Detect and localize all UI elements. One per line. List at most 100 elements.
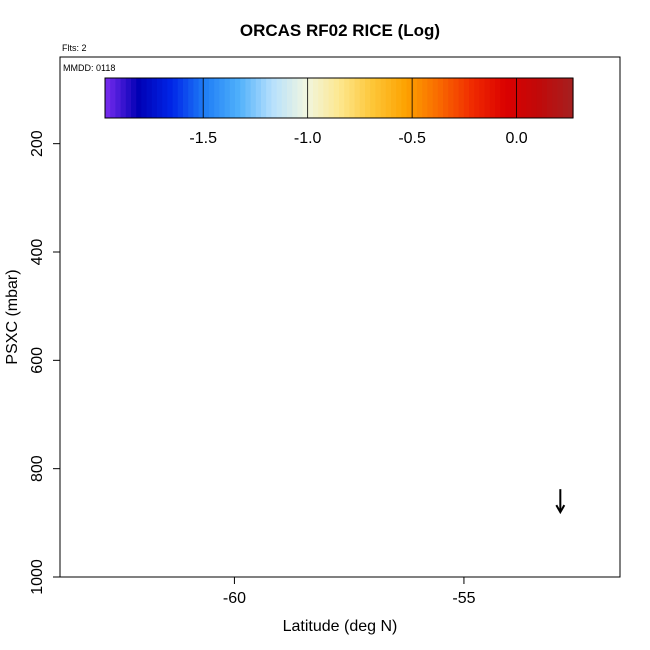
observation-point [230, 275, 239, 284]
observation-point [276, 437, 285, 446]
observation-point [207, 437, 216, 446]
colorbar-strip [401, 78, 408, 118]
arrow-head [555, 504, 566, 515]
observation-point [413, 128, 423, 137]
observation-point [124, 475, 133, 484]
colorbar-strip [136, 78, 142, 118]
colorbar-strip [203, 78, 210, 118]
colorbar-strip [151, 78, 158, 118]
colorbar-strip [526, 78, 532, 118]
observation-point [101, 145, 110, 154]
observation-point [101, 491, 110, 500]
y-tick-label: 600 [29, 347, 46, 374]
arrow-marker [555, 489, 566, 515]
observation-point [528, 315, 537, 324]
observation-point [92, 329, 101, 338]
colorbar-strip [541, 78, 548, 118]
colorbar-strip [443, 78, 449, 118]
observation-point [404, 491, 413, 500]
observation-point [193, 158, 202, 167]
colorbar-strip [146, 78, 153, 118]
colorbar-strip [250, 78, 257, 118]
colorbar-strip [515, 78, 522, 118]
colorbar-strip [354, 78, 361, 118]
colorbar-strip [531, 78, 538, 118]
observation-point [253, 253, 262, 262]
observation-point [299, 166, 308, 175]
colorbar-strip [323, 78, 330, 118]
observation-point [505, 304, 514, 313]
colorbar-strip [120, 78, 127, 118]
observation-point [391, 128, 400, 137]
colorbar-strip [287, 78, 293, 118]
observation-point [101, 296, 110, 305]
y-tick-label: 1000 [29, 559, 46, 595]
observation-point [413, 453, 423, 462]
colorbar-strip [198, 78, 205, 118]
colorbar-strip [495, 78, 501, 118]
observation-point [413, 434, 423, 443]
colorbar-strip [448, 78, 454, 118]
observation-point [565, 486, 574, 495]
observation-point [216, 491, 225, 500]
observation-point [368, 128, 377, 137]
colorbar-tick-label: -1.0 [294, 130, 322, 147]
colorbar-strip [141, 78, 148, 118]
observation-point [368, 299, 377, 308]
observation-point [138, 437, 147, 446]
colorbar-strip [437, 78, 444, 118]
colorbar-strip [432, 78, 439, 118]
colorbar-strip [167, 78, 174, 118]
observation-point [124, 285, 133, 294]
colorbar-strip [105, 78, 111, 118]
observation-point [597, 280, 606, 289]
colorbar-strip [224, 78, 231, 118]
colorbar-strip [266, 78, 272, 118]
observation-point [482, 437, 491, 446]
observation-point [239, 345, 248, 354]
observation-point [597, 383, 606, 392]
colorbar-strip [193, 78, 200, 118]
observation-point [436, 210, 446, 219]
observation-point [469, 396, 478, 406]
colorbar-strip [131, 78, 137, 118]
observation-point [560, 497, 569, 506]
colorbar-strip [188, 78, 194, 118]
mmdd-label: MMDD: 0118 [63, 63, 115, 73]
observation-point [322, 383, 331, 392]
plot-frame [59, 56, 621, 578]
colorbar-strip [505, 78, 512, 118]
observation-point [276, 453, 285, 462]
observation-point [459, 329, 468, 338]
observation-point [308, 475, 317, 484]
y-axis: 200 400 600 800 1000 [29, 130, 60, 595]
observation-point [551, 293, 560, 303]
x-axis: -60 -55 [223, 577, 476, 607]
observation-point [537, 453, 547, 462]
x-tick-label: -55 [452, 590, 475, 607]
observation-point [230, 323, 239, 332]
colorbar-strip [359, 78, 366, 118]
colorbar-strip [344, 78, 350, 118]
colorbar-strip [328, 78, 335, 118]
observation-point [551, 388, 560, 397]
colorbar-tick-label: 0.0 [505, 130, 527, 147]
observation-point [583, 226, 592, 235]
chart-title: ORCAS RF02 RICE (Log) [240, 21, 440, 40]
colorbar-strip [313, 78, 319, 118]
observation-point [147, 226, 156, 235]
observation-point [216, 185, 225, 194]
observation-point [170, 128, 179, 137]
observation-point [459, 491, 468, 500]
colorbar-strip [261, 78, 267, 118]
observation-point [276, 480, 285, 489]
colorbar-strip [115, 78, 122, 118]
colorbar-strip [417, 78, 423, 118]
colorbar-strip [510, 78, 517, 118]
observation-point [505, 275, 514, 284]
colorbar-strip [183, 78, 189, 118]
observation-point [193, 399, 202, 408]
colorbar-frame [104, 77, 574, 119]
observation-point [482, 383, 491, 392]
colorbar-strip [271, 78, 278, 118]
